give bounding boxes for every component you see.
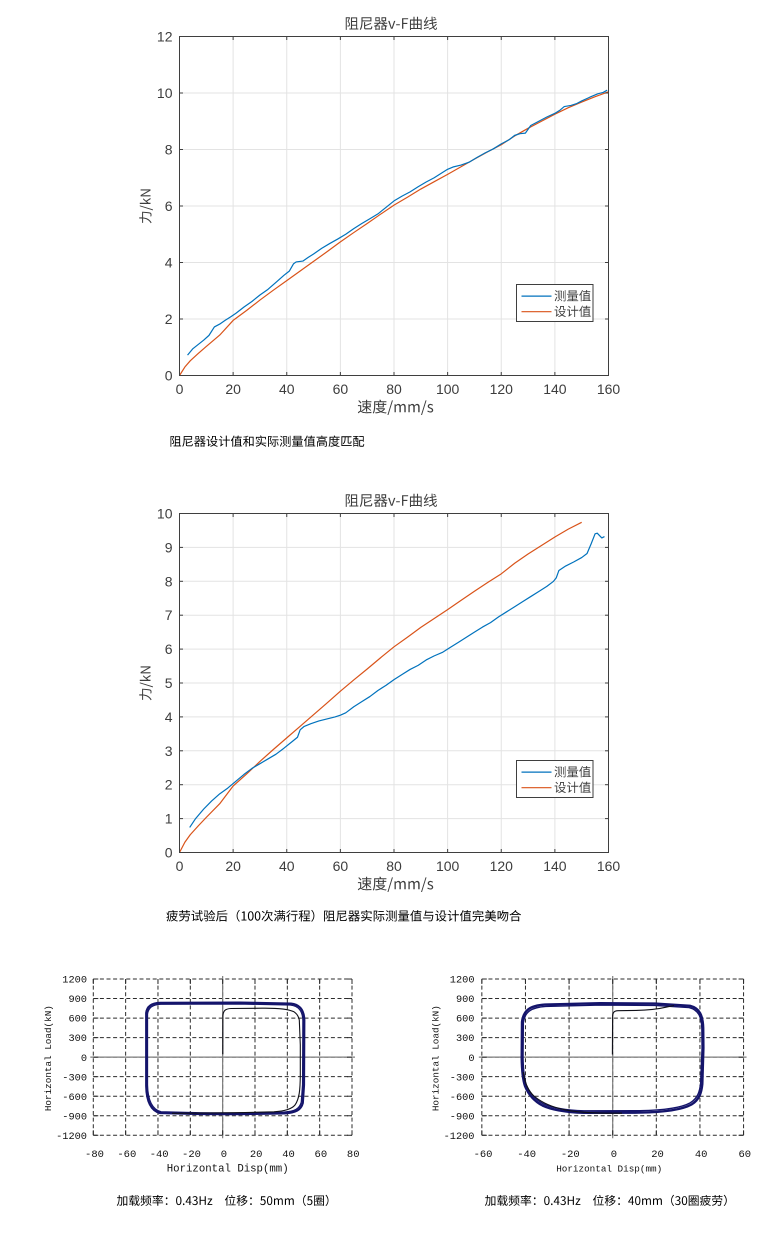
svg-text:-300: -300 (450, 1072, 475, 1084)
svg-text:10: 10 (157, 506, 173, 522)
svg-text:5: 5 (165, 675, 173, 691)
svg-text:140: 140 (543, 858, 567, 874)
svg-text:Horizontal Disp(mm): Horizontal Disp(mm) (556, 1164, 662, 1175)
svg-text:40: 40 (279, 858, 295, 874)
svg-text:120: 120 (490, 858, 514, 874)
svg-text:0: 0 (468, 1053, 474, 1065)
svg-text:-40: -40 (150, 1149, 169, 1161)
svg-text:8: 8 (165, 573, 173, 589)
svg-text:600: 600 (456, 1014, 475, 1026)
svg-text:40: 40 (282, 1149, 295, 1161)
svg-text:Horizontal Disp(mm): Horizontal Disp(mm) (167, 1164, 289, 1176)
svg-text:0: 0 (165, 845, 173, 861)
svg-text:80: 80 (386, 381, 402, 397)
svg-text:1200: 1200 (450, 975, 475, 987)
svg-text:-900: -900 (450, 1111, 475, 1123)
svg-text:60: 60 (333, 381, 349, 397)
svg-text:0: 0 (176, 381, 184, 397)
svg-text:20: 20 (225, 381, 241, 397)
svg-text:Horizontal Load(kN): Horizontal Load(kN) (430, 1005, 441, 1111)
svg-text:900: 900 (456, 994, 475, 1006)
svg-text:-600: -600 (62, 1092, 87, 1104)
svg-text:-900: -900 (62, 1111, 87, 1123)
svg-text:1200: 1200 (62, 975, 87, 987)
svg-text:-20: -20 (182, 1149, 201, 1161)
svg-text:Horizontal Load(kN): Horizontal Load(kN) (43, 1005, 54, 1111)
svg-text:300: 300 (456, 1033, 475, 1045)
svg-text:10: 10 (157, 85, 173, 101)
svg-text:0: 0 (221, 1149, 227, 1161)
svg-text:-1200: -1200 (444, 1131, 475, 1143)
svg-text:600: 600 (68, 1014, 87, 1026)
svg-text:-60: -60 (474, 1149, 493, 1161)
svg-text:0: 0 (611, 1149, 617, 1161)
svg-text:60: 60 (738, 1149, 751, 1161)
svg-text:100: 100 (436, 381, 460, 397)
svg-text:4: 4 (165, 709, 173, 725)
svg-text:2: 2 (165, 311, 173, 327)
svg-text:6: 6 (165, 641, 173, 657)
svg-text:7: 7 (165, 607, 173, 623)
svg-text:140: 140 (543, 381, 567, 397)
svg-text:-300: -300 (62, 1072, 87, 1084)
svg-text:1: 1 (165, 811, 173, 827)
svg-text:20: 20 (651, 1149, 664, 1161)
svg-text:8: 8 (165, 142, 173, 158)
svg-text:2: 2 (165, 777, 173, 793)
svg-text:0: 0 (165, 368, 173, 384)
svg-text:12: 12 (157, 29, 173, 45)
svg-text:160: 160 (597, 381, 621, 397)
svg-text:300: 300 (68, 1033, 87, 1045)
svg-text:0: 0 (176, 858, 184, 874)
svg-text:9: 9 (165, 539, 173, 555)
svg-text:4: 4 (165, 255, 173, 271)
svg-text:100: 100 (436, 858, 460, 874)
svg-text:-600: -600 (450, 1092, 475, 1104)
svg-text:6: 6 (165, 198, 173, 214)
svg-text:40: 40 (279, 381, 295, 397)
svg-text:-60: -60 (117, 1149, 136, 1161)
svg-text:0: 0 (81, 1053, 87, 1065)
svg-text:160: 160 (597, 858, 621, 874)
svg-text:120: 120 (490, 381, 514, 397)
svg-text:20: 20 (225, 858, 241, 874)
svg-text:60: 60 (333, 858, 349, 874)
svg-text:3: 3 (165, 743, 173, 759)
svg-text:20: 20 (250, 1149, 263, 1161)
svg-text:-20: -20 (561, 1149, 580, 1161)
svg-text:40: 40 (695, 1149, 708, 1161)
svg-text:60: 60 (315, 1149, 328, 1161)
svg-text:80: 80 (347, 1149, 360, 1161)
svg-text:80: 80 (386, 858, 402, 874)
svg-text:-1200: -1200 (56, 1131, 87, 1143)
svg-text:900: 900 (68, 994, 87, 1006)
svg-text:-40: -40 (517, 1149, 536, 1161)
svg-text:-80: -80 (85, 1149, 104, 1161)
